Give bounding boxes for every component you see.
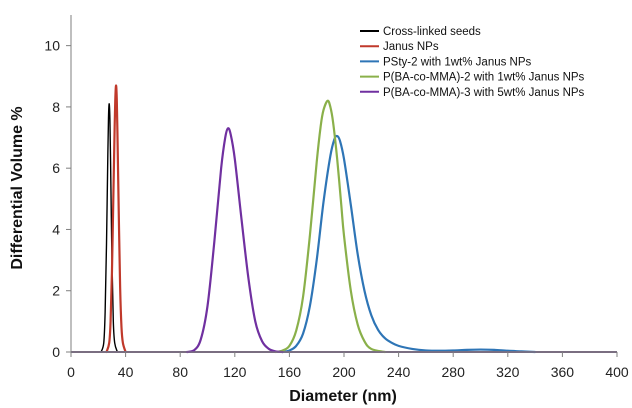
axes-group: 0 2 4 6 8 10 0 40 80 120 160 200 240 280 320 360 400: [44, 15, 629, 380]
series-line-2: [105, 84, 127, 354]
y-tick-label: 2: [52, 283, 60, 299]
legend-label-4: P(BA-co-MMA)-2 with 1wt% Janus NPs: [383, 72, 585, 84]
x-tick-label: 400: [605, 364, 629, 380]
y-tick-label: 4: [52, 221, 60, 237]
legend: Cross-linked seeds Janus NPs PSty-2 with 1…: [360, 26, 585, 99]
y-tick-label: 10: [44, 38, 60, 54]
series-line-4: [274, 99, 387, 354]
series-line-1: [100, 103, 119, 353]
x-tick-label: 80: [172, 364, 188, 380]
series-line-3: [281, 134, 537, 354]
x-tick-label: 200: [332, 364, 356, 380]
x-tick-label: 240: [387, 364, 411, 380]
y-axis-title: Differential Volume %: [9, 106, 26, 269]
legend-label-3: PSty-2 with 1wt% Janus NPs: [383, 56, 532, 68]
y-tick-label: 0: [52, 344, 60, 360]
x-tick-label: 40: [118, 364, 134, 380]
legend-label-5: P(BA-co-MMA)-3 with 5wt% Janus NPs: [383, 87, 585, 99]
x-tick-label: 280: [442, 364, 466, 380]
legend-label-1: Cross-linked seeds: [383, 26, 481, 38]
x-tick-label: 360: [551, 364, 575, 380]
x-tick-label: 160: [278, 364, 302, 380]
x-axis-title: Diameter (nm): [289, 388, 397, 405]
y-tick-label: 6: [52, 160, 60, 176]
series-line-5: [185, 127, 284, 354]
x-tick-label: 320: [496, 364, 520, 380]
x-tick-label: 0: [67, 364, 75, 380]
legend-label-2: Janus NPs: [383, 41, 439, 53]
y-tick-label: 8: [52, 99, 60, 115]
x-tick-label: 120: [223, 364, 247, 380]
